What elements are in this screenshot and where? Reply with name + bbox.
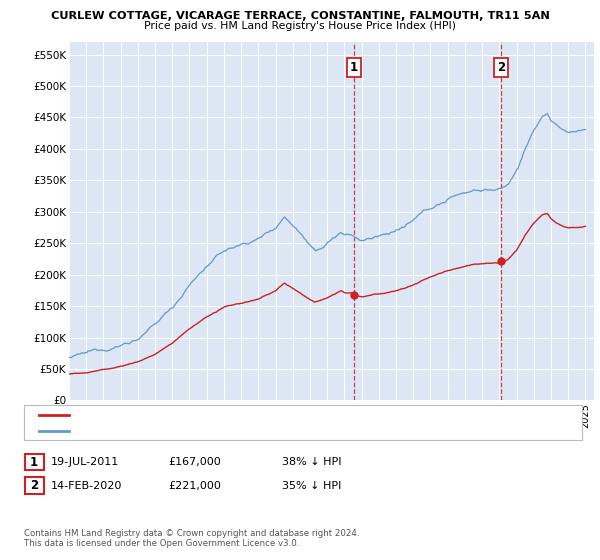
- Text: 38% ↓ HPI: 38% ↓ HPI: [282, 457, 341, 467]
- Text: 14-FEB-2020: 14-FEB-2020: [51, 480, 122, 491]
- Text: 1: 1: [30, 455, 38, 469]
- Text: CURLEW COTTAGE, VICARAGE TERRACE, CONSTANTINE, FALMOUTH, TR11 5AN (detache: CURLEW COTTAGE, VICARAGE TERRACE, CONSTA…: [75, 409, 505, 419]
- Text: 2: 2: [497, 60, 505, 74]
- Text: This data is licensed under the Open Government Licence v3.0.: This data is licensed under the Open Gov…: [24, 539, 299, 548]
- Text: 2: 2: [30, 479, 38, 492]
- Text: CURLEW COTTAGE, VICARAGE TERRACE, CONSTANTINE, FALMOUTH, TR11 5AN: CURLEW COTTAGE, VICARAGE TERRACE, CONSTA…: [50, 11, 550, 21]
- Text: HPI: Average price, detached house, Cornwall: HPI: Average price, detached house, Corn…: [75, 426, 298, 436]
- Text: 35% ↓ HPI: 35% ↓ HPI: [282, 480, 341, 491]
- Text: 1: 1: [350, 60, 358, 74]
- Text: Price paid vs. HM Land Registry's House Price Index (HPI): Price paid vs. HM Land Registry's House …: [144, 21, 456, 31]
- Text: £221,000: £221,000: [168, 480, 221, 491]
- Text: £167,000: £167,000: [168, 457, 221, 467]
- Text: Contains HM Land Registry data © Crown copyright and database right 2024.: Contains HM Land Registry data © Crown c…: [24, 529, 359, 538]
- Text: 19-JUL-2011: 19-JUL-2011: [51, 457, 119, 467]
